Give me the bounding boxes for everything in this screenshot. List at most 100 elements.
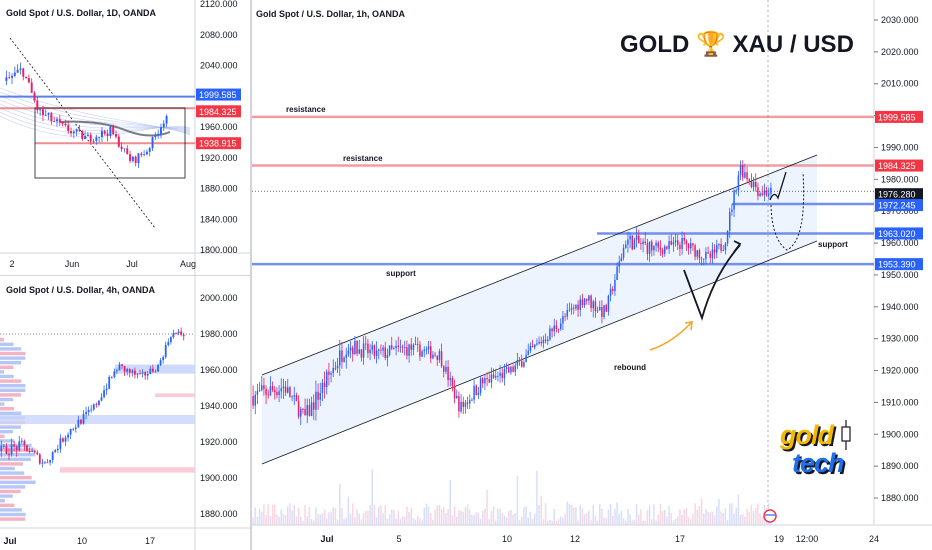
hourly-volume-bar	[744, 516, 746, 525]
price-tag-bg	[875, 258, 923, 271]
hourly-volume-bar	[529, 511, 532, 525]
hourly-volume-bar	[733, 513, 735, 525]
hourly-volume-bar	[434, 509, 436, 525]
four-hour-volume-profile-bar	[0, 480, 36, 484]
hourly-candle-body	[674, 240, 677, 242]
four-hour-volume-profile-bar	[0, 342, 14, 346]
hourly-candle-body	[354, 340, 356, 355]
four-hour-volume-profile-bar	[0, 462, 23, 466]
hourly-volume-bar	[670, 512, 673, 525]
hourly-volume-bar	[425, 503, 428, 525]
daily-chart-panel[interactable]: 2120.000 2080.000 2040.000 1960.000 1920.000…	[0, 0, 250, 275]
four-hour-candle-body	[0, 446, 3, 451]
hourly-candle-body	[284, 386, 287, 393]
hourly-volume-bar	[293, 505, 296, 525]
hourly-candle-body	[681, 238, 683, 249]
hourly-volume-bar	[276, 514, 278, 525]
four-hour-volume-profile-bar	[0, 338, 4, 342]
hourly-volume-bar	[585, 513, 588, 525]
daily-ma-ribbon	[0, 95, 191, 134]
hourly-volume-bar	[672, 520, 675, 525]
hourly-volume-bar	[284, 515, 287, 525]
time-axis-label: 24	[869, 534, 879, 544]
four-hour-volume-profile-bar	[0, 485, 26, 489]
four-hour-candle-body	[26, 445, 28, 452]
hourly-volume-bar	[635, 503, 638, 525]
daily-candle-body	[86, 134, 89, 137]
price-axis-label: 1980.000	[881, 174, 919, 184]
hourly-candle-body	[566, 310, 569, 317]
daily-price-tag: 1999.585	[199, 90, 237, 100]
four-hour-volume-profile-bar	[0, 397, 14, 402]
four-hour-chart-canvas[interactable]: 2000.000 1980.000 1960.000 1940.000 1920.000…	[0, 276, 250, 550]
four-hour-volume-profile-bar	[0, 402, 5, 406]
hourly-volume-bar	[492, 506, 495, 525]
four-hour-volume-profile-bar	[0, 361, 22, 365]
hourly-candle-body	[367, 343, 369, 354]
hourly-volume-bar	[252, 517, 254, 525]
hourly-candle-body	[336, 365, 339, 369]
panel-divider[interactable]	[250, 0, 252, 550]
hourly-volume-bar	[629, 514, 631, 525]
hourly-candle-body	[525, 354, 527, 363]
daily-candle-body	[39, 109, 42, 111]
hourly-volume-bar	[310, 519, 313, 525]
four-hour-price-axis-label: 1920.000	[200, 437, 238, 447]
four-hour-volume-profile-bar	[0, 512, 26, 517]
hourly-volume-bar	[592, 505, 595, 525]
hourly-candle-body	[371, 345, 374, 350]
four-hour-candle-body	[90, 409, 93, 411]
daily-ma-ribbon	[0, 91, 191, 135]
hourly-candle-body	[263, 385, 265, 390]
daily-candle-body	[19, 68, 22, 70]
four-hour-supply-zone-upper	[155, 393, 195, 397]
four-hour-price-axis-label: 1940.000	[200, 401, 238, 411]
daily-ma-ribbon	[0, 87, 191, 136]
hourly-candle-body	[685, 240, 688, 245]
four-hour-chart-panel[interactable]: 2000.000 1980.000 1960.000 1940.000 1920.000…	[0, 276, 250, 550]
hourly-candle-body	[358, 349, 361, 354]
hourly-candle-body	[375, 350, 378, 356]
hourly-candle-body	[724, 243, 727, 251]
hourly-candle-body	[700, 258, 703, 260]
hourly-chart-panel[interactable]: 2030.0002020.0002010.0002000.0001990.000…	[252, 0, 932, 550]
daily-candle-body	[151, 137, 154, 149]
hourly-volume-bar	[583, 514, 586, 525]
hourly-chart-canvas[interactable]: 2030.0002020.0002010.0002000.0001990.000…	[252, 0, 932, 550]
hourly-volume-bar	[659, 503, 662, 525]
channel-lower-line	[261, 240, 818, 465]
hourly-volume-bar	[510, 509, 512, 525]
hourly-candle-body	[273, 389, 276, 392]
hourly-candle-body	[601, 307, 603, 317]
four-hour-candle-body	[128, 369, 131, 373]
daily-candle-body	[58, 119, 61, 123]
hourly-volume-bar	[330, 511, 332, 525]
four-hour-volume-profile-bar	[0, 448, 36, 452]
projection-arrow-dotted	[770, 171, 805, 251]
four-hour-candle-body	[95, 404, 98, 406]
panel-divider-horizontal[interactable]	[0, 275, 250, 276]
hourly-volume-bar	[575, 507, 577, 525]
hourly-volume-bar	[312, 520, 315, 525]
hourly-candle-body	[770, 187, 772, 194]
daily-chart-canvas[interactable]: 2120.000 2080.000 2040.000 1960.000 1920.000…	[0, 0, 250, 275]
hourly-volume-bar	[676, 516, 679, 525]
hourly-candle-body	[345, 354, 348, 358]
hourly-candle-body	[432, 354, 434, 359]
hourly-candle-body	[698, 250, 701, 259]
hourly-candle-body	[332, 367, 335, 373]
hourly-volume-bar	[557, 518, 560, 525]
hourly-volume-bar	[432, 519, 434, 525]
hourly-volume-bar	[490, 511, 493, 525]
hourly-volume-bar	[416, 516, 419, 525]
four-hour-volume-profile-bar	[0, 430, 14, 434]
hourly-candle-body	[666, 246, 668, 249]
daily-price-axis-label: 2080.000	[200, 30, 238, 40]
daily-candle-body	[134, 156, 137, 163]
hourly-candle-body	[308, 405, 311, 416]
hourly-candle-body	[380, 349, 382, 351]
daily-price-tag-bg	[196, 137, 241, 150]
hourly-volume-bar	[497, 508, 499, 525]
four-hour-volume-profile-bar	[0, 384, 26, 388]
hourly-candle-body	[696, 250, 699, 257]
